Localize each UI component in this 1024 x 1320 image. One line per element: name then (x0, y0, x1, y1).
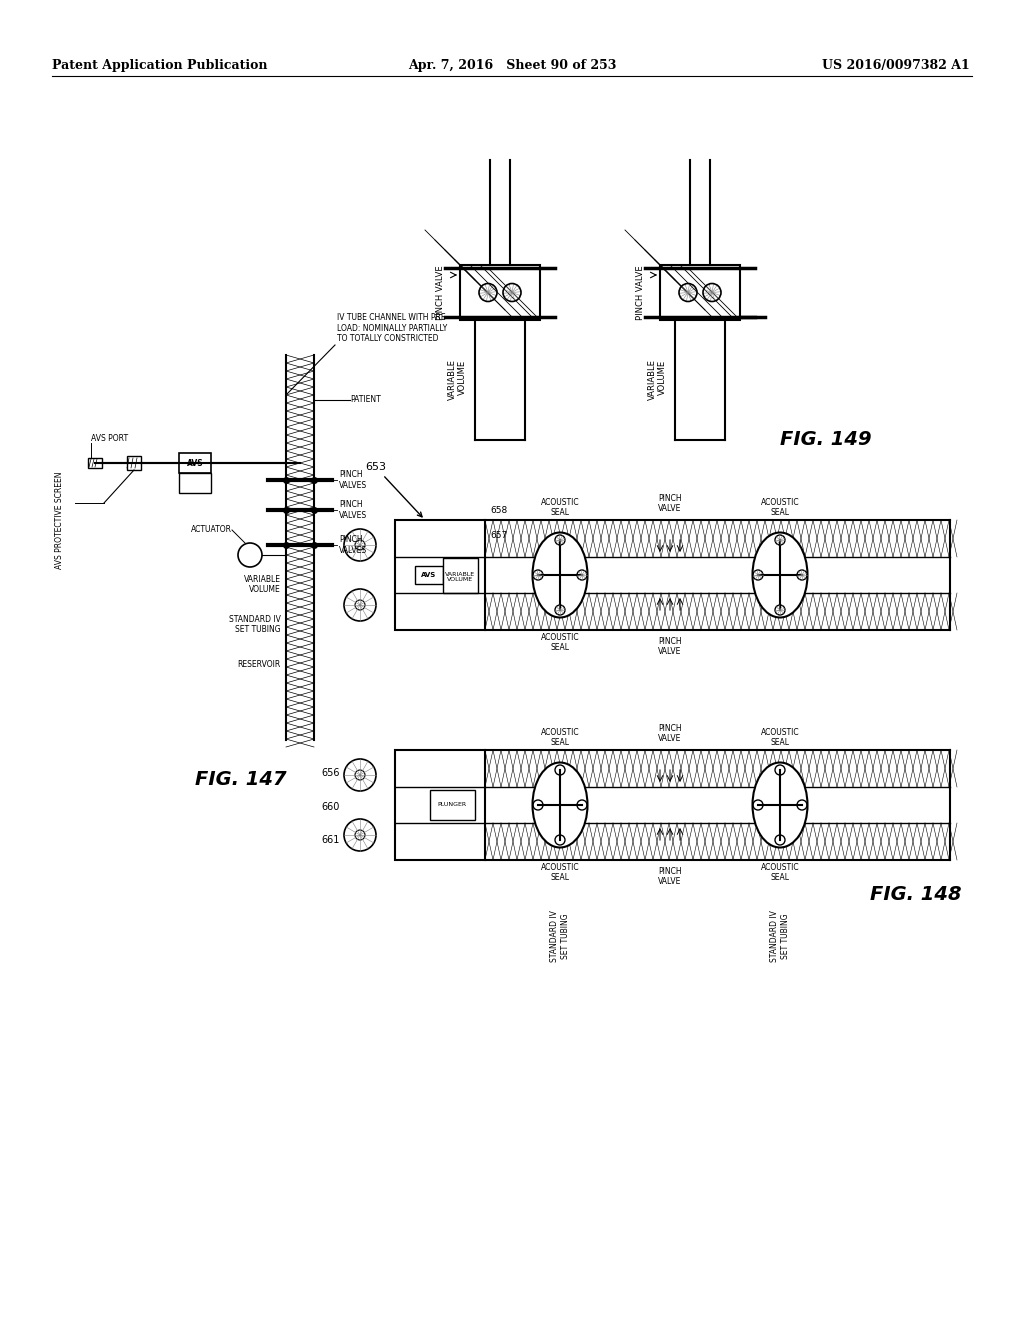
Text: ACOUSTIC
SEAL: ACOUSTIC SEAL (541, 498, 580, 517)
Text: Patent Application Publication: Patent Application Publication (52, 59, 267, 73)
Text: ACOUSTIC
SEAL: ACOUSTIC SEAL (541, 634, 580, 652)
Text: STANDARD IV
SET TUBING: STANDARD IV SET TUBING (550, 909, 569, 962)
Bar (395, 520, 485, 630)
Text: FIG. 148: FIG. 148 (870, 884, 962, 904)
Text: 653: 653 (365, 462, 422, 517)
Text: FIG. 147: FIG. 147 (195, 770, 287, 789)
Bar (88, 458, 102, 469)
Bar (179, 473, 211, 492)
Text: ACOUSTIC
SEAL: ACOUSTIC SEAL (541, 863, 580, 882)
Text: IV TUBE CHANNEL WITH PRE-
LOAD: NOMINALLY PARTIALLY
TO TOTALLY CONSTRICTED: IV TUBE CHANNEL WITH PRE- LOAD: NOMINALL… (337, 313, 449, 343)
Text: FIG. 149: FIG. 149 (780, 430, 871, 449)
Bar (179, 453, 211, 473)
Text: PINCH
VALVE: PINCH VALVE (658, 723, 682, 743)
Text: Apr. 7, 2016   Sheet 90 of 253: Apr. 7, 2016 Sheet 90 of 253 (408, 59, 616, 73)
Text: 660: 660 (322, 803, 340, 812)
Bar (443, 557, 478, 593)
Text: ACOUSTIC
SEAL: ACOUSTIC SEAL (761, 863, 800, 882)
Text: PINCH VALVE: PINCH VALVE (436, 265, 445, 319)
Bar (430, 789, 475, 820)
Ellipse shape (753, 763, 808, 847)
Text: AVS: AVS (186, 458, 204, 467)
Text: 661: 661 (322, 836, 340, 845)
Text: VARIABLE
VOLUME: VARIABLE VOLUME (647, 359, 667, 400)
Text: PINCH VALVE: PINCH VALVE (636, 265, 645, 319)
Bar (127, 455, 141, 470)
Bar (660, 265, 740, 319)
Ellipse shape (532, 532, 588, 618)
Text: VARIABLE
VOLUME: VARIABLE VOLUME (244, 576, 281, 594)
Text: STANDARD IV
SET TUBING: STANDARD IV SET TUBING (770, 909, 790, 962)
Text: AVS PORT: AVS PORT (91, 434, 128, 444)
Text: ACOUSTIC
SEAL: ACOUSTIC SEAL (541, 727, 580, 747)
Text: PINCH
VALVE: PINCH VALVE (658, 494, 682, 513)
Text: RESERVOIR: RESERVOIR (238, 660, 281, 669)
Text: VARIABLE
VOLUME: VARIABLE VOLUME (445, 572, 475, 582)
Text: PINCH
VALVES: PINCH VALVES (339, 500, 368, 520)
Text: PATIENT: PATIENT (350, 396, 381, 404)
Text: PINCH
VALVE: PINCH VALVE (658, 638, 682, 656)
Text: PINCH
VALVES: PINCH VALVES (339, 536, 368, 554)
Text: AVS: AVS (421, 572, 436, 578)
Text: STANDARD IV
SET TUBING: STANDARD IV SET TUBING (229, 615, 281, 635)
Text: US 2016/0097382 A1: US 2016/0097382 A1 (822, 59, 970, 73)
Bar (460, 265, 540, 319)
Text: PINCH
VALVES: PINCH VALVES (339, 470, 368, 490)
Text: 657: 657 (490, 531, 507, 540)
Text: PINCH
VALVE: PINCH VALVE (658, 867, 682, 887)
Text: ACOUSTIC
SEAL: ACOUSTIC SEAL (761, 727, 800, 747)
Text: ACOUSTIC
SEAL: ACOUSTIC SEAL (761, 498, 800, 517)
Bar (415, 566, 443, 583)
Text: VARIABLE
VOLUME: VARIABLE VOLUME (447, 359, 467, 400)
Text: PLUNGER: PLUNGER (437, 803, 467, 808)
Text: ACTUATOR: ACTUATOR (191, 525, 232, 535)
Text: AVS PROTECTIVE SCREEN: AVS PROTECTIVE SCREEN (55, 471, 65, 569)
Bar (395, 750, 485, 861)
Ellipse shape (753, 532, 808, 618)
Ellipse shape (532, 763, 588, 847)
Text: 658: 658 (490, 506, 507, 515)
Text: 656: 656 (322, 768, 340, 777)
